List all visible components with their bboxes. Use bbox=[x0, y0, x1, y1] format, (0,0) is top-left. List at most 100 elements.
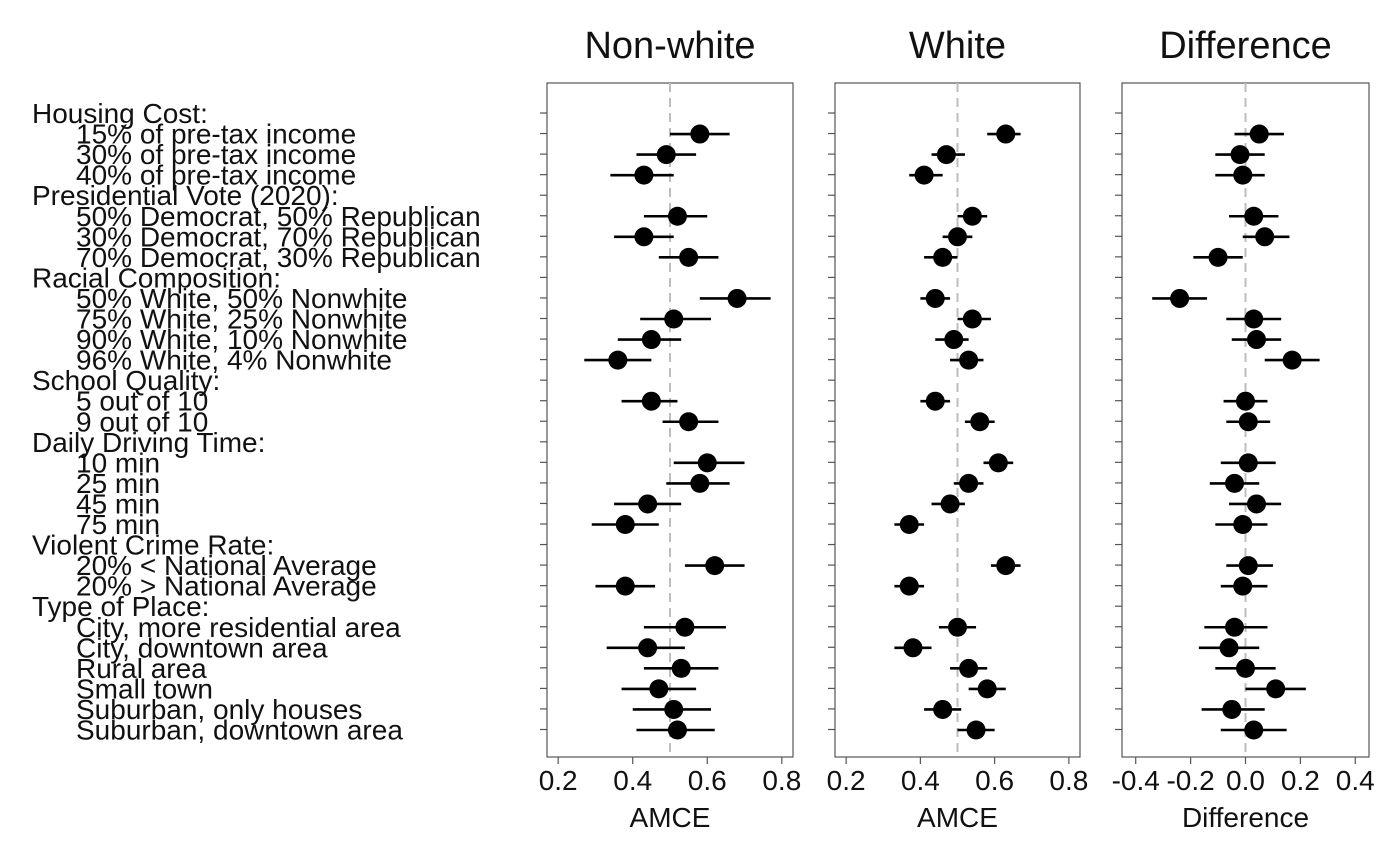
point-estimate bbox=[638, 494, 658, 514]
attribute-level-label: Suburban, only houses bbox=[76, 694, 362, 725]
point-estimate bbox=[1238, 453, 1258, 473]
panel-title: Non-white bbox=[584, 25, 755, 67]
attribute-level-label: 20% > National Average bbox=[76, 571, 377, 602]
point-estimate bbox=[959, 350, 979, 370]
attribute-header-label: Violent Crime Rate: bbox=[32, 530, 274, 561]
point-estimate bbox=[977, 679, 997, 699]
point-estimate bbox=[1266, 679, 1286, 699]
point-estimate bbox=[615, 576, 635, 596]
point-estimate bbox=[634, 227, 654, 247]
point-estimate bbox=[996, 124, 1016, 144]
attribute-header-label: Housing Cost: bbox=[32, 98, 208, 129]
x-tick-label: 0.0 bbox=[1226, 765, 1265, 796]
point-estimate bbox=[914, 165, 934, 185]
point-estimate bbox=[1282, 350, 1302, 370]
attribute-level-label: 75% White, 25% Nonwhite bbox=[76, 304, 408, 335]
point-estimate bbox=[1170, 288, 1190, 308]
point-estimate bbox=[959, 473, 979, 493]
point-estimate bbox=[962, 206, 982, 226]
point-estimate bbox=[1236, 658, 1255, 678]
x-tick-label: 0.4 bbox=[613, 765, 652, 796]
point-estimate bbox=[1246, 494, 1266, 514]
attribute-level-label: City, more residential area bbox=[76, 612, 401, 643]
point-estimate bbox=[690, 473, 710, 493]
x-tick-label: 0.8 bbox=[1049, 765, 1088, 796]
x-tick-label: 0.4 bbox=[1336, 765, 1375, 796]
point-estimate bbox=[690, 124, 710, 144]
point-estimate bbox=[615, 515, 635, 534]
attribute-level-label: 90% White, 10% Nonwhite bbox=[76, 324, 408, 355]
point-estimate bbox=[641, 330, 661, 350]
attribute-level-label: 40% of pre-tax income bbox=[76, 160, 356, 191]
point-estimate bbox=[899, 515, 919, 534]
point-estimate bbox=[966, 720, 986, 740]
point-estimate bbox=[641, 391, 661, 411]
point-estimate bbox=[1219, 638, 1239, 658]
x-tick-label: 0.6 bbox=[688, 765, 727, 796]
attribute-level-label: 25 min bbox=[76, 468, 160, 499]
attribute-level-label: 75 min bbox=[76, 509, 160, 540]
point-estimate bbox=[988, 453, 1008, 473]
point-estimate bbox=[1233, 515, 1253, 534]
point-estimate bbox=[959, 658, 979, 678]
attribute-level-label: 10 min bbox=[76, 447, 160, 478]
point-estimate bbox=[1233, 165, 1253, 185]
point-estimate bbox=[1233, 576, 1253, 596]
point-estimate bbox=[948, 617, 967, 637]
point-estimate bbox=[679, 412, 699, 432]
attribute-header-label: Racial Composition: bbox=[32, 262, 281, 293]
point-estimate bbox=[1246, 330, 1266, 350]
point-estimate bbox=[925, 288, 945, 308]
panel-title: Difference bbox=[1159, 25, 1332, 67]
point-estimate bbox=[656, 145, 676, 165]
point-estimate bbox=[970, 412, 990, 432]
attribute-level-label: 50% White, 50% Nonwhite bbox=[76, 283, 408, 314]
x-axis-title: Difference bbox=[1182, 802, 1309, 833]
point-estimate bbox=[925, 391, 945, 411]
point-estimate bbox=[649, 679, 669, 699]
x-tick-label: 0.8 bbox=[762, 765, 801, 796]
point-estimate bbox=[1238, 412, 1258, 432]
x-tick-label: -0.4 bbox=[1112, 765, 1160, 796]
attribute-level-label: 50% Democrat, 50% Republican bbox=[76, 201, 481, 232]
point-estimate bbox=[1255, 227, 1275, 247]
point-estimate bbox=[1244, 720, 1264, 740]
point-estimate bbox=[667, 206, 687, 226]
point-estimate bbox=[996, 556, 1016, 576]
attribute-level-label: 30% Democrat, 70% Republican bbox=[76, 221, 481, 252]
point-estimate bbox=[1225, 473, 1245, 493]
point-estimate bbox=[697, 453, 717, 473]
attribute-level-label: 15% of pre-tax income bbox=[76, 119, 356, 150]
point-estimate bbox=[936, 145, 956, 165]
attribute-header-label: School Quality: bbox=[32, 365, 220, 396]
point-estimate bbox=[705, 556, 725, 576]
point-estimate bbox=[638, 638, 658, 658]
point-estimate bbox=[634, 165, 654, 185]
point-estimate bbox=[1222, 699, 1242, 719]
point-estimate bbox=[944, 330, 964, 350]
point-estimate bbox=[940, 494, 960, 514]
point-estimate bbox=[948, 227, 967, 247]
point-estimate bbox=[1225, 617, 1245, 637]
attribute-level-label: 20% < National Average bbox=[76, 550, 377, 581]
attribute-level-label: 96% White, 4% Nonwhite bbox=[76, 345, 392, 376]
attribute-level-label: 70% Democrat, 30% Republican bbox=[76, 242, 481, 273]
attribute-level-label: City, downtown area bbox=[76, 632, 328, 663]
attribute-header-label: Type of Place: bbox=[32, 591, 209, 622]
attribute-level-label: Suburban, downtown area bbox=[76, 715, 403, 746]
attribute-header-label: Presidential Vote (2020): bbox=[32, 180, 339, 211]
point-estimate bbox=[962, 309, 982, 329]
x-tick-label: 0.2 bbox=[539, 765, 578, 796]
point-estimate bbox=[1244, 206, 1264, 226]
point-estimate bbox=[679, 247, 699, 267]
point-estimate bbox=[1244, 309, 1264, 329]
x-tick-label: 0.2 bbox=[827, 765, 866, 796]
point-estimate bbox=[1230, 145, 1250, 165]
point-estimate bbox=[1208, 247, 1228, 267]
point-estimate bbox=[608, 350, 628, 370]
point-estimate bbox=[933, 699, 953, 719]
x-tick-label: 0.4 bbox=[901, 765, 940, 796]
point-estimate bbox=[664, 309, 684, 329]
point-estimate bbox=[933, 247, 953, 267]
